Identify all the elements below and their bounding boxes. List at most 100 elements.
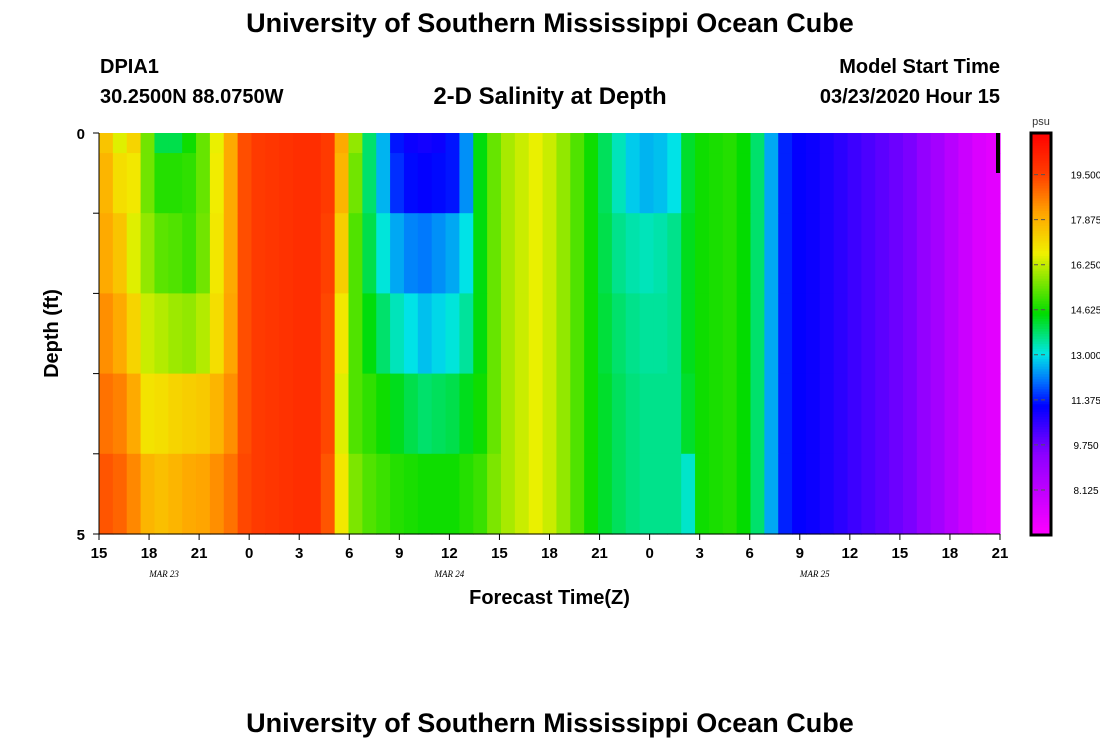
heatmap-cell (847, 213, 862, 294)
heatmap-cell (140, 153, 156, 214)
colorbar-segment (1031, 205, 1051, 209)
heatmap-cell (958, 453, 973, 535)
heatmap-cell (986, 373, 1001, 455)
heatmap-cell (916, 453, 932, 535)
heatmap-cell (348, 213, 363, 294)
heatmap-cell (805, 373, 821, 455)
heatmap-cell (417, 133, 433, 154)
heatmap-cell (209, 373, 225, 455)
heatmap-cell (487, 133, 502, 154)
heatmap-cell (126, 453, 142, 535)
heatmap-cell (611, 153, 627, 214)
heatmap-cell (500, 133, 516, 154)
x-tick-label: 21 (992, 545, 1009, 562)
colorbar-segment (1031, 492, 1051, 496)
colorbar-segment (1031, 311, 1051, 315)
heatmap-cell (348, 453, 363, 535)
colorbar-segment (1031, 507, 1051, 511)
heatmap-cell (154, 373, 169, 455)
heatmap-cell (542, 293, 558, 375)
heatmap-cell (445, 373, 460, 455)
heatmap-cell (972, 373, 987, 455)
heatmap-cell (667, 293, 682, 375)
heatmap-cell (140, 213, 156, 294)
heatmap-cell (958, 153, 973, 214)
y-tick-label: 5 (77, 527, 85, 544)
heatmap-cell (126, 373, 142, 455)
colorbar-segment (1031, 429, 1051, 433)
heatmap-cell (764, 213, 779, 294)
heatmap-cell (279, 213, 294, 294)
colorbar-tick-label: 9.750 (1073, 441, 1098, 452)
colorbar-segment (1031, 225, 1051, 229)
heatmap-cell (736, 133, 752, 154)
heatmap-cell (293, 133, 308, 154)
heatmap-cell (348, 373, 363, 455)
heatmap-cell (223, 373, 239, 455)
heatmap-cell (320, 213, 336, 294)
heatmap-cell (653, 133, 668, 154)
heatmap-cell (695, 373, 710, 455)
heatmap-cell (459, 213, 474, 294)
heatmap-cell (542, 373, 558, 455)
colorbar-segment (1031, 384, 1051, 388)
colorbar-segment (1031, 474, 1051, 478)
colorbar-tick-label: 13.000 (1071, 351, 1100, 362)
heatmap-cell (99, 133, 114, 154)
colorbar-segment (1031, 145, 1051, 149)
heatmap-cell (334, 373, 350, 455)
heatmap-cell (528, 453, 544, 535)
colorbar-segment (1031, 389, 1051, 393)
colorbar-segment (1031, 396, 1051, 400)
heatmap-cell (431, 293, 447, 375)
heatmap-cell (902, 453, 918, 535)
heatmap-cell (376, 453, 391, 535)
heatmap-cell (390, 293, 405, 375)
heatmap-cell (320, 153, 336, 214)
heatmap-cell (514, 153, 530, 214)
heatmap-cell (417, 293, 433, 375)
heatmap-cell (736, 213, 752, 294)
heatmap-cell (930, 453, 946, 535)
heatmap-cell (348, 293, 363, 375)
colorbar-segment (1031, 454, 1051, 458)
heatmap-cell (390, 133, 405, 154)
heatmap-cell (376, 293, 391, 375)
heatmap-cell (112, 373, 128, 455)
heatmap-cell (792, 133, 807, 154)
heatmap-cell (764, 453, 779, 535)
heatmap-cell (570, 133, 585, 154)
colorbar-segment (1031, 303, 1051, 307)
heatmap-cell (708, 293, 724, 375)
heatmap-cell (251, 293, 266, 375)
heatmap-cell (154, 453, 169, 535)
colorbar-segment (1031, 366, 1051, 370)
heatmap-cell (764, 153, 779, 214)
heatmap-cell (598, 153, 613, 214)
x-tick-label: 15 (491, 545, 508, 562)
colorbar-segment (1031, 406, 1051, 410)
heatmap-cell (833, 213, 849, 294)
heatmap-cell (209, 133, 225, 154)
colorbar-segment (1031, 482, 1051, 486)
heatmap-cell (944, 293, 960, 375)
heatmap-cell (750, 373, 765, 455)
colorbar-segment (1031, 193, 1051, 197)
colorbar-tick-label: 8.125 (1073, 486, 1098, 497)
heatmap-cell (986, 213, 1001, 294)
heatmap-cell (861, 153, 876, 214)
colorbar-segment (1031, 354, 1051, 358)
colorbar-segment (1031, 404, 1051, 408)
x-tick-label: 15 (892, 545, 909, 562)
heatmap-cell (792, 453, 807, 535)
heatmap-cell (930, 293, 946, 375)
x-axis-title: Forecast Time(Z) (469, 587, 630, 609)
heatmap-cell (722, 293, 738, 375)
heatmap-cell (99, 153, 114, 214)
colorbar-segment (1031, 308, 1051, 312)
heatmap-cell (570, 213, 585, 294)
heatmap-cell (902, 153, 918, 214)
colorbar-segment (1031, 288, 1051, 292)
heatmap-cell (861, 133, 876, 154)
colorbar-segment (1031, 359, 1051, 363)
